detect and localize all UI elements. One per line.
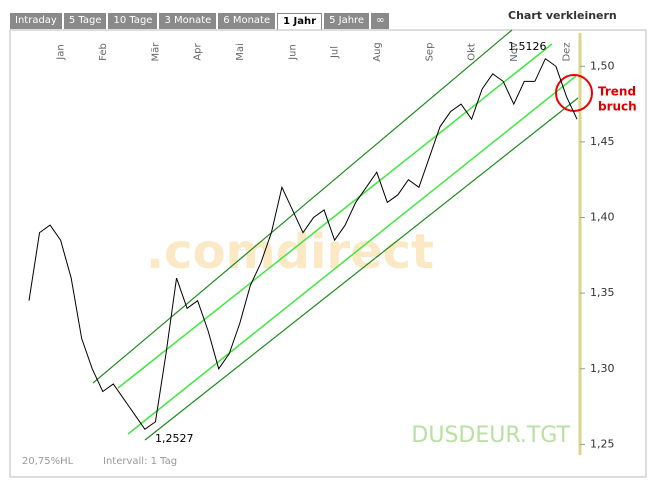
x-tick-label: Okt bbox=[467, 43, 478, 61]
channel-line bbox=[92, 29, 513, 384]
y-tick-label: 1,35 bbox=[590, 286, 615, 299]
channel-line bbox=[127, 75, 577, 435]
y-tick-label: 1,50 bbox=[590, 59, 615, 72]
tab[interactable]: 1 Jahr bbox=[277, 13, 323, 30]
x-tick-label: Jan bbox=[56, 44, 67, 60]
trend-break-circle bbox=[555, 74, 593, 112]
channel-line bbox=[144, 97, 579, 441]
tab[interactable]: 3 Monate bbox=[159, 13, 217, 29]
x-tick-label: Jun bbox=[287, 44, 298, 61]
low-label: 1,2527 bbox=[155, 432, 194, 445]
x-tick-label: Mai bbox=[235, 43, 246, 61]
x-tick-label: Dez bbox=[561, 42, 572, 61]
hl-label: 20,75%HL bbox=[22, 456, 74, 467]
price-line bbox=[28, 57, 578, 430]
x-tick-label: Apr bbox=[193, 42, 204, 60]
tab-bar: Intraday 5 Tage 10 Tage 3 Monate 6 Monate 1 J… bbox=[10, 13, 391, 30]
tab[interactable]: 10 Tage bbox=[108, 13, 158, 29]
y-tick-label: 1,30 bbox=[590, 362, 615, 375]
high-label: 1,5126 bbox=[508, 40, 547, 53]
y-tick-label: 1,25 bbox=[590, 437, 615, 450]
tab[interactable]: 5 Tage bbox=[63, 13, 107, 29]
interval-label: Intervall: 1 Tag bbox=[103, 456, 177, 467]
x-tick-label: Jul bbox=[330, 46, 341, 59]
tab[interactable]: 6 Monate bbox=[218, 13, 276, 29]
trend-label: Trend bbox=[598, 85, 636, 99]
shrink-link[interactable]: Chart verkleinern bbox=[508, 9, 617, 22]
x-tick-label: Nov bbox=[509, 42, 520, 62]
x-tick-label: Aug bbox=[372, 42, 383, 62]
tab[interactable]: 5 Jahre bbox=[324, 13, 370, 29]
x-tick-label: Mär bbox=[150, 42, 161, 62]
tab[interactable]: ∞ bbox=[371, 13, 390, 29]
symbol-label: DUSDEUR.TGT bbox=[411, 423, 570, 448]
tab[interactable]: Intraday bbox=[10, 13, 62, 29]
x-tick-label: Sep bbox=[424, 43, 435, 62]
x-tick-label: Feb bbox=[98, 43, 109, 61]
trend-label: bruch bbox=[598, 100, 637, 114]
channel-line bbox=[117, 43, 553, 389]
y-tick-label: 1,45 bbox=[590, 135, 615, 148]
y-tick-label: 1,40 bbox=[590, 211, 615, 224]
